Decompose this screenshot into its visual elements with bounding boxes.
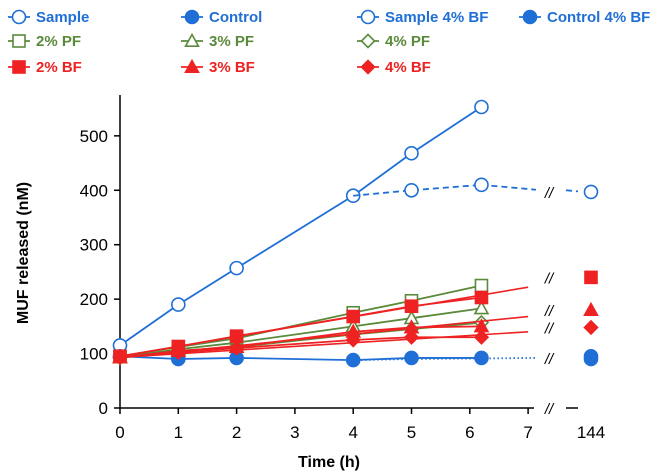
y-tick-label: 400: [80, 181, 108, 200]
legend-marker: [184, 58, 200, 73]
series-break-mark: //: [544, 303, 555, 320]
legend-marker: [360, 59, 376, 75]
y-tick-label: 300: [80, 236, 108, 255]
x-tick-label: 3: [290, 423, 299, 442]
data-point: [404, 145, 419, 161]
data-point: [171, 297, 186, 312]
legend-item-3pct-pf: 3% PF: [181, 32, 254, 50]
series-break-mark: //: [544, 270, 555, 287]
legend-label: 4% BF: [385, 59, 431, 76]
axes: 0 100 200 300 400 500 0 1 2 3 4 5 6 7 144 //: [80, 95, 605, 442]
legend-item-2pct-bf: 2% BF: [8, 59, 82, 76]
legend-marker: [12, 60, 26, 74]
legend-label: 3% BF: [209, 59, 255, 76]
legend-label: Sample: [36, 9, 89, 26]
x-tick-label: 4: [348, 423, 357, 442]
data-point: [404, 350, 419, 366]
legend-marker: [360, 33, 376, 49]
data-point: [474, 278, 489, 293]
y-tick-label: 100: [80, 345, 108, 364]
data-point: [403, 329, 420, 345]
series-break-mark: //: [544, 320, 555, 337]
trend-line: [119, 286, 529, 358]
legend-marker: [12, 34, 26, 48]
data-point: [474, 99, 489, 115]
legend-item-4pct-bf: 4% BF: [357, 59, 431, 76]
break-data-point: [584, 270, 598, 285]
legend-label: Sample 4% BF: [385, 9, 488, 26]
x-tick-label: 2: [232, 423, 241, 442]
legend-item-sample-4pct-bf: Sample 4% BF: [357, 9, 488, 26]
series-line: [353, 357, 482, 362]
legend-label: Control 4% BF: [547, 9, 650, 26]
series-line: [119, 307, 482, 359]
series-break-mark: //: [544, 185, 555, 202]
legend-label: 3% PF: [209, 33, 254, 50]
legend-marker: [360, 9, 376, 25]
series-line: [353, 183, 482, 197]
x-tick-label: 6: [465, 423, 474, 442]
legend-item-sample: Sample: [8, 9, 89, 26]
y-axis-label: MUF released (nM): [15, 182, 32, 324]
x-tick-label: 0: [115, 423, 124, 442]
data-point: [170, 344, 186, 361]
break-data-point: [583, 301, 599, 317]
series-control-break: [583, 351, 599, 367]
series-2pct-bf: [113, 270, 598, 364]
series-line: [119, 336, 482, 359]
series-line-extension: [481, 357, 537, 360]
legend-marker: [11, 9, 27, 25]
data-point: [473, 300, 490, 315]
y-tick-label: 200: [80, 290, 108, 309]
legend-label: 4% PF: [385, 33, 430, 50]
data-point: [404, 299, 419, 314]
break-data-point: [583, 351, 599, 367]
data-point: [346, 309, 361, 324]
legend-marker: [184, 9, 200, 25]
data-point: [112, 349, 128, 366]
legend: Sample Control Sample 4% BF Control 4% BF 2%…: [8, 9, 650, 76]
legend-item-2pct-pf: 2% PF: [8, 33, 81, 50]
y-tick-label: 0: [99, 399, 108, 418]
legend-marker: [522, 9, 538, 25]
series-line: [119, 106, 482, 347]
trend-line: [119, 315, 529, 359]
x-axis-label: Time (h): [298, 454, 360, 471]
legend-item-3pct-bf: 3% BF: [181, 58, 255, 76]
series-sample-4pct-bf: [353, 177, 599, 200]
legend-label: 2% PF: [36, 33, 81, 50]
series-line: [119, 355, 482, 362]
data-point: [229, 260, 244, 276]
series-line-extension: [481, 183, 537, 191]
data-point: [474, 177, 489, 193]
legend-marker: [184, 32, 200, 48]
legend-label: 2% BF: [36, 59, 82, 76]
y-tick-label: 500: [80, 127, 108, 146]
series-layer: //////////: [112, 99, 599, 368]
x-tick-label: 7: [523, 423, 532, 442]
data-point: [345, 332, 361, 348]
x-tick-label: 5: [407, 423, 416, 442]
data-point: [228, 340, 245, 356]
data-point: [474, 290, 489, 305]
series-break-mark: //: [544, 351, 555, 368]
legend-item-control-4pct-bf: Control 4% BF: [519, 9, 650, 26]
x-tick-label: 1: [174, 423, 183, 442]
data-point: [404, 182, 419, 198]
x-tick-label-break: 144: [577, 423, 605, 442]
break-data-point: [583, 184, 599, 200]
legend-label: Control: [209, 9, 262, 26]
axis-break-mark: //: [544, 401, 555, 418]
data-point: [473, 329, 490, 345]
break-data-point: [583, 319, 599, 336]
trend-line: [119, 330, 529, 359]
legend-item-4pct-pf: 4% PF: [357, 33, 430, 50]
series-sample: [112, 99, 489, 353]
legend-item-control: Control: [181, 9, 262, 26]
series-line-extension: [565, 189, 579, 193]
series-4pct-bf: [112, 319, 599, 366]
